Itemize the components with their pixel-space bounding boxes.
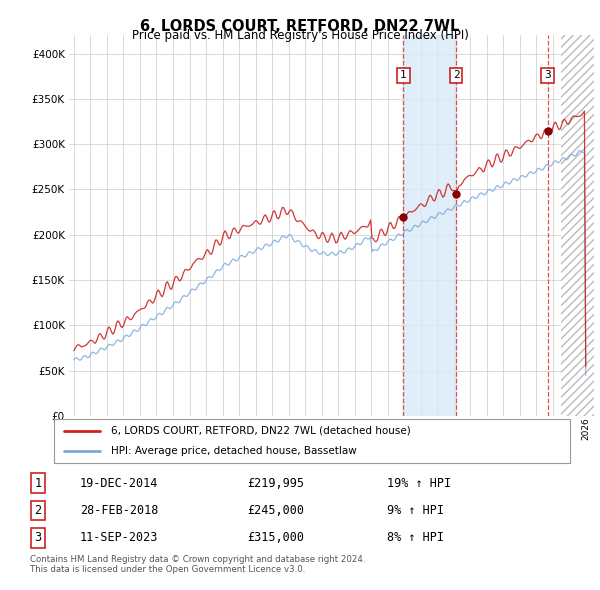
Text: £315,000: £315,000 [247,532,304,545]
Text: 1: 1 [400,70,407,80]
Text: This data is licensed under the Open Government Licence v3.0.: This data is licensed under the Open Gov… [30,565,305,574]
Text: £245,000: £245,000 [247,504,304,517]
Text: 9% ↑ HPI: 9% ↑ HPI [387,504,444,517]
Text: 6, LORDS COURT, RETFORD, DN22 7WL (detached house): 6, LORDS COURT, RETFORD, DN22 7WL (detac… [111,426,410,436]
Text: Price paid vs. HM Land Registry's House Price Index (HPI): Price paid vs. HM Land Registry's House … [131,30,469,42]
Text: 1: 1 [34,477,41,490]
Text: 3: 3 [34,532,41,545]
Text: 11-SEP-2023: 11-SEP-2023 [80,532,158,545]
Text: 3: 3 [544,70,551,80]
Text: 2: 2 [34,504,41,517]
Text: £219,995: £219,995 [247,477,304,490]
Text: 19-DEC-2014: 19-DEC-2014 [80,477,158,490]
Text: 8% ↑ HPI: 8% ↑ HPI [387,532,444,545]
Text: Contains HM Land Registry data © Crown copyright and database right 2024.: Contains HM Land Registry data © Crown c… [30,555,365,563]
Text: HPI: Average price, detached house, Bassetlaw: HPI: Average price, detached house, Bass… [111,446,356,456]
Text: 28-FEB-2018: 28-FEB-2018 [80,504,158,517]
Bar [561,35,594,416]
Text: 2: 2 [453,70,460,80]
Bar [403,35,457,416]
Text: 6, LORDS COURT, RETFORD, DN22 7WL: 6, LORDS COURT, RETFORD, DN22 7WL [140,19,460,34]
Text: 19% ↑ HPI: 19% ↑ HPI [387,477,451,490]
